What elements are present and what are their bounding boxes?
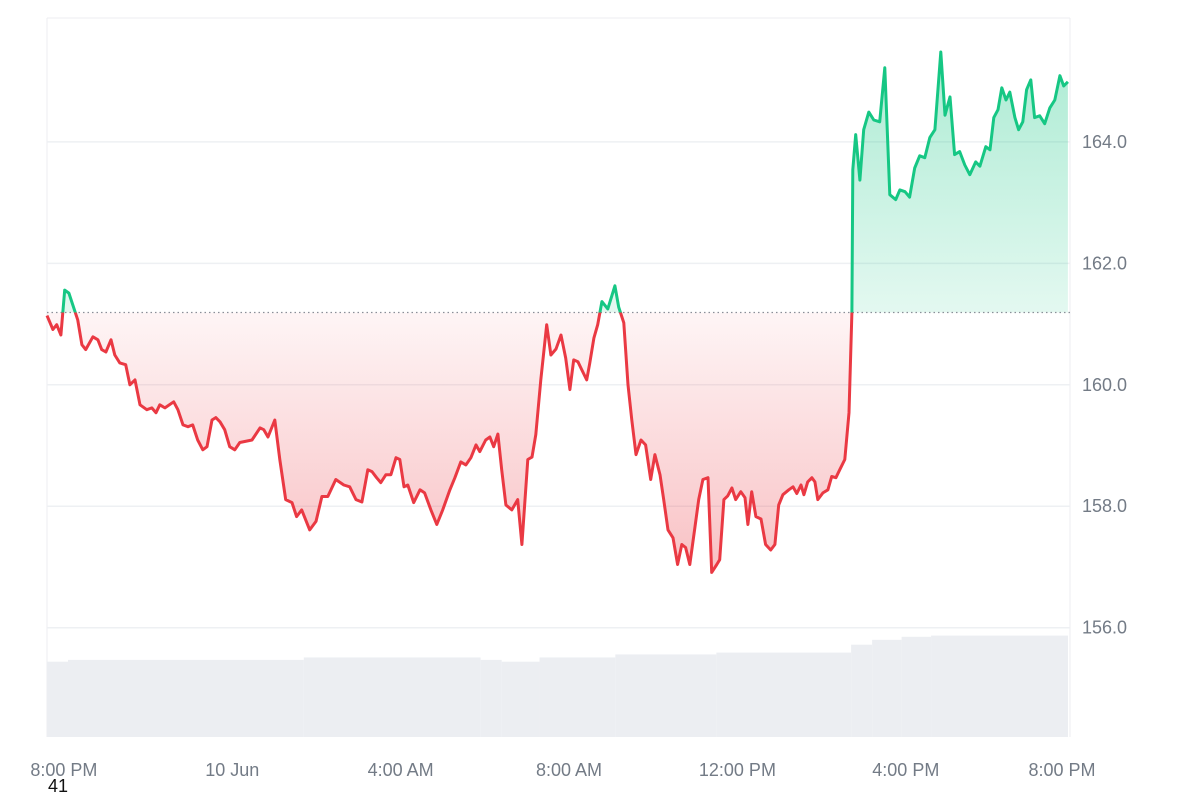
volume-bar [47, 661, 69, 737]
volume-bar [303, 657, 481, 737]
y-tick-label: 160.0 [1082, 375, 1127, 395]
x-tick-label: 12:00 PM [699, 760, 776, 780]
y-tick-label: 162.0 [1082, 253, 1127, 273]
volume-bar [539, 657, 616, 737]
volume-bar [501, 661, 540, 737]
x-tick-label: 8:00 PM [30, 760, 97, 780]
volume-bar [480, 659, 502, 737]
price-line [45, 50, 1069, 574]
y-tick-label: 164.0 [1082, 132, 1127, 152]
x-tick-label: 4:00 PM [872, 760, 939, 780]
x-tick-label: 8:00 PM [1028, 760, 1095, 780]
y-tick-label: 156.0 [1082, 618, 1127, 638]
x-tick-label: 10 Jun [205, 760, 259, 780]
x-tick-label: 4:00 AM [368, 760, 434, 780]
volume-bar [615, 654, 717, 737]
y-tick-label: 158.0 [1082, 496, 1127, 516]
volume-bar [68, 659, 304, 737]
note: 41 [48, 776, 68, 796]
x-tick-label: 8:00 AM [536, 760, 602, 780]
volume-bar [872, 639, 902, 737]
volume-bar [716, 652, 852, 737]
volume-bar [851, 644, 873, 737]
volume-bar [901, 636, 932, 737]
volume-bar [931, 635, 1068, 737]
area [47, 52, 1068, 573]
